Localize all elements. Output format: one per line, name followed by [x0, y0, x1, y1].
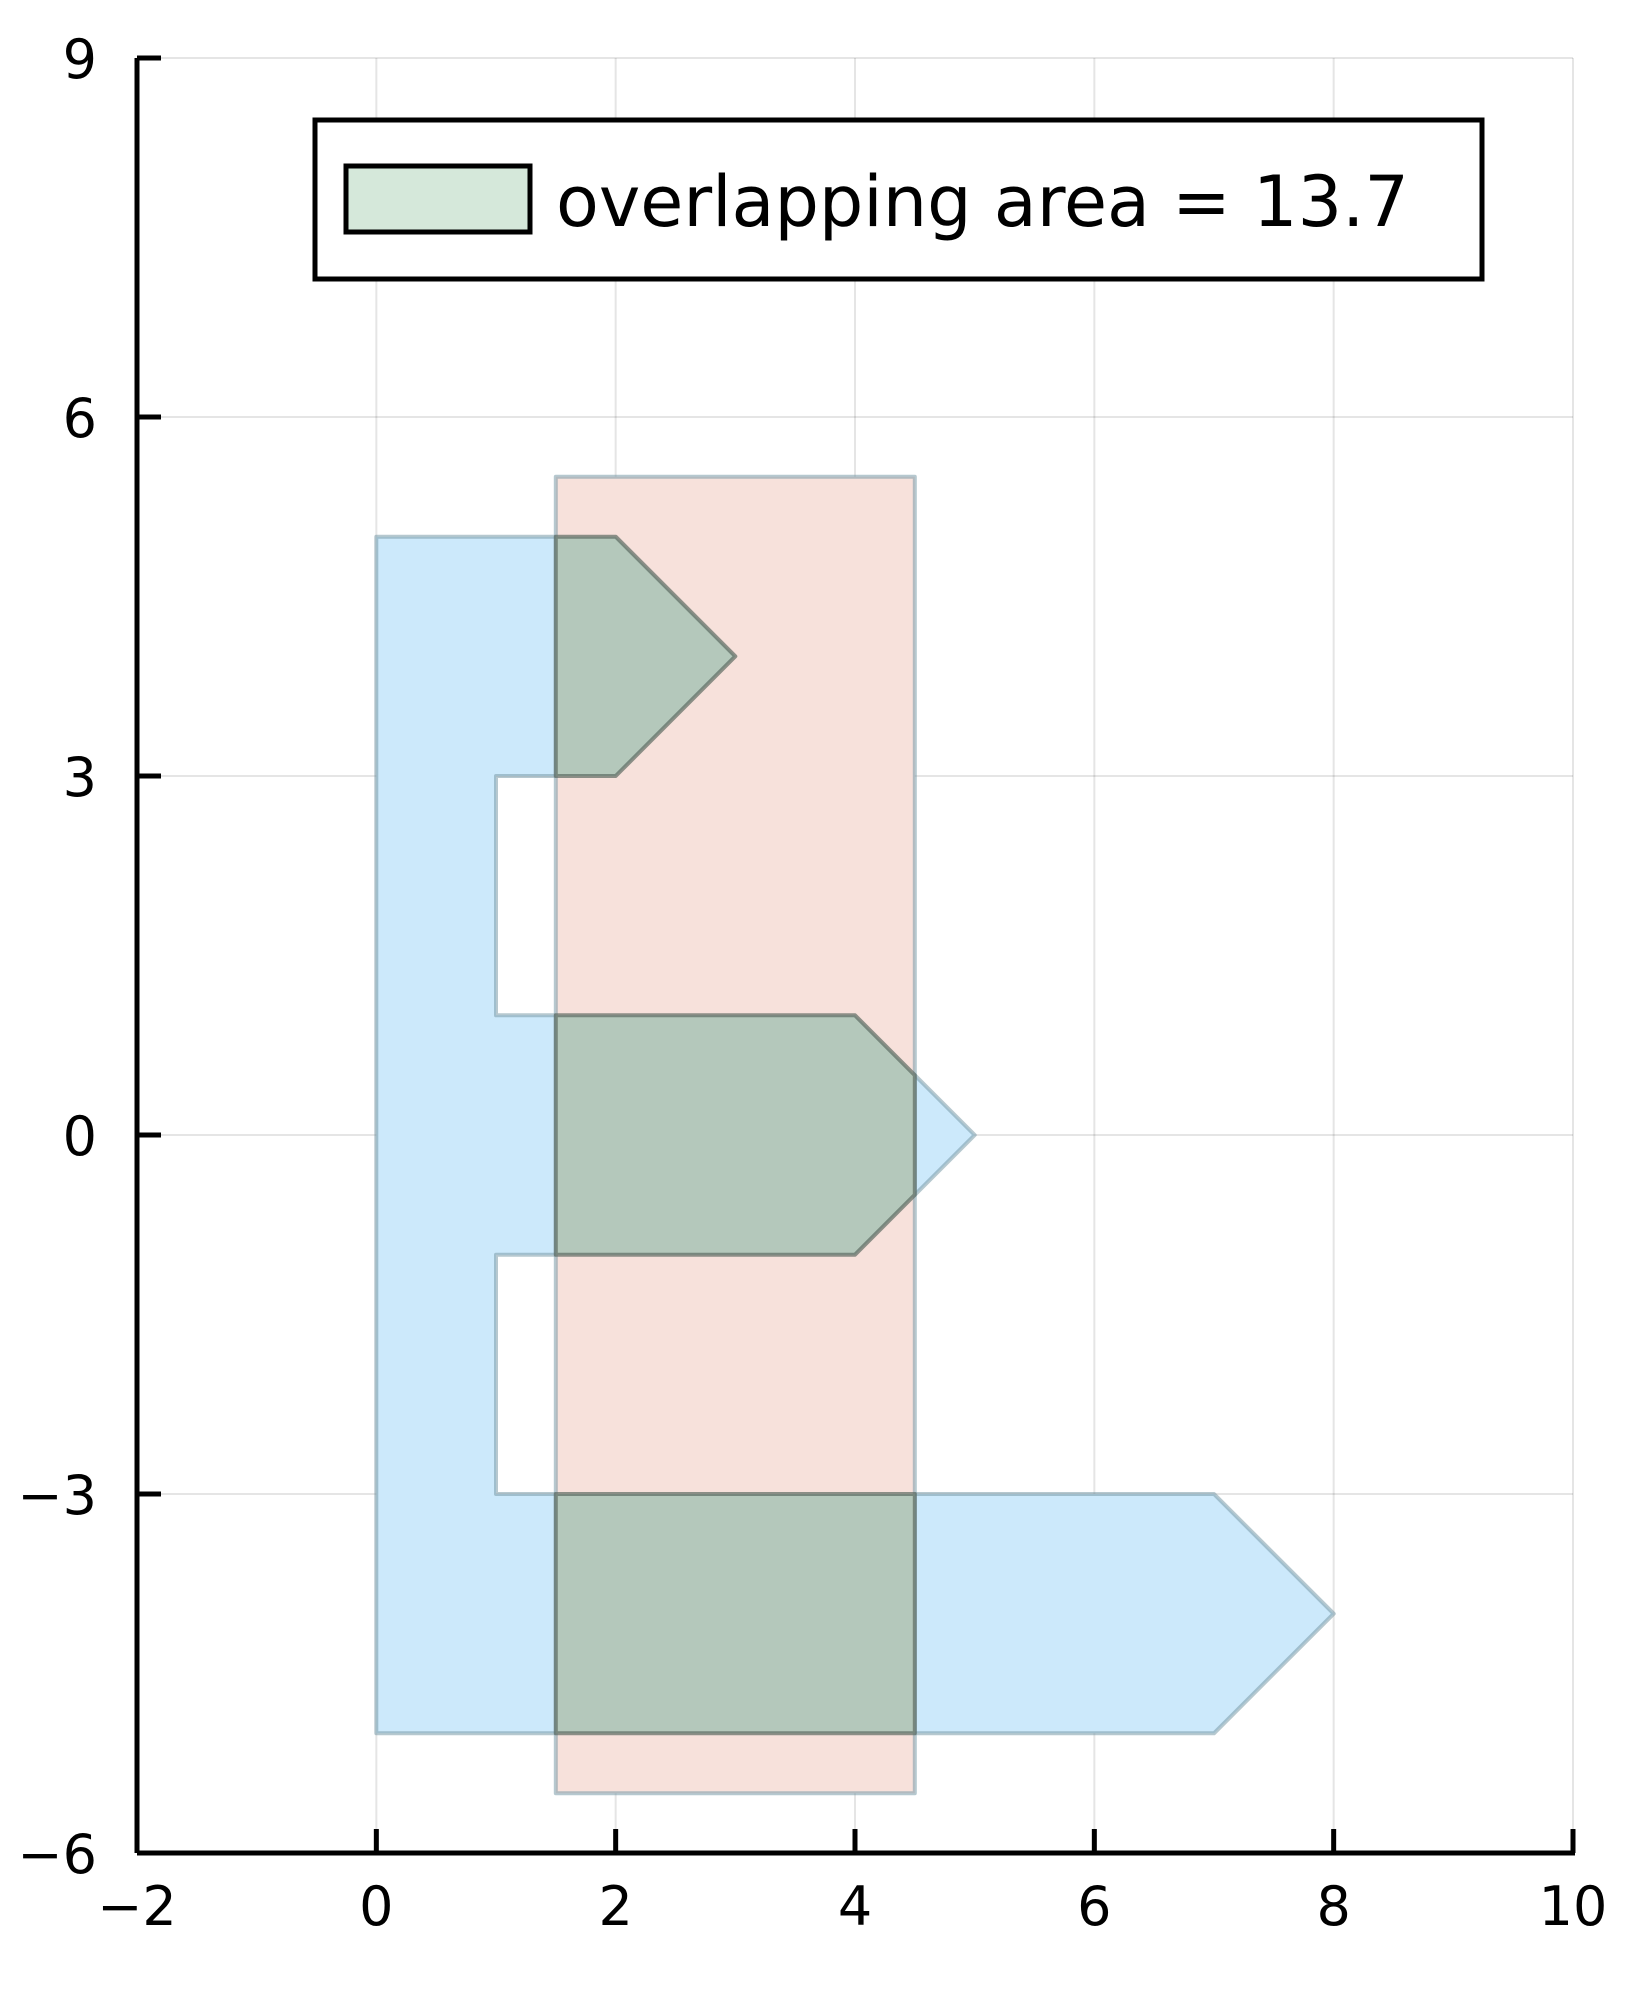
overlap-region [553, 534, 738, 778]
y-tick-label: 3 [63, 746, 97, 809]
x-tick-label: 4 [838, 1875, 872, 1938]
x-tick-label: 6 [1077, 1875, 1111, 1938]
polygons-layer [374, 474, 1336, 1796]
x-tick-label: 10 [1539, 1875, 1608, 1938]
y-tick-label: −6 [17, 1823, 97, 1886]
y-tick-label: 9 [63, 28, 97, 91]
overlap-region [553, 1013, 917, 1257]
y-tick-label: 0 [63, 1105, 97, 1168]
x-tick-label: 2 [598, 1875, 632, 1938]
y-tick-label: −3 [17, 1464, 97, 1527]
overlap-region [553, 1492, 917, 1736]
y-tick-label: 6 [63, 387, 97, 450]
x-ticks: −2 0 2 4 6 8 10 [97, 1829, 1607, 1938]
legend: overlapping area = 13.7 [312, 117, 1485, 282]
x-tick-label: −2 [97, 1875, 177, 1938]
legend-swatch [343, 163, 533, 235]
x-tick-label: 8 [1316, 1875, 1350, 1938]
x-tick-label: 0 [359, 1875, 393, 1938]
legend-label: overlapping area = 13.7 [556, 161, 1409, 243]
y-ticks: −6 −3 0 3 6 9 [17, 28, 161, 1886]
